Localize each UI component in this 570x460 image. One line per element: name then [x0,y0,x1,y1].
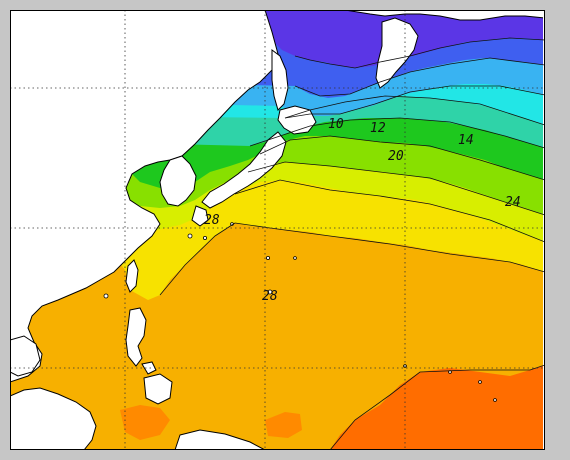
graticule [10,10,545,450]
contour-label-24: 24 [505,195,521,210]
philippines-luzon [125,307,147,367]
philippines-visayas [141,361,157,375]
sakhalin-island [271,49,289,111]
kamchatka-landmass [375,17,419,89]
sst-pocket-28-west [120,405,170,440]
taiwan-island [125,259,139,293]
korea-peninsula [159,155,197,207]
contour-label-12: 12 [370,121,386,136]
new-guinea-landmass [174,429,266,450]
contour-label-28-west: 28 [204,213,220,228]
asia-mainland [10,10,279,383]
map-border [10,10,545,450]
borneo-landmass [10,387,97,450]
contour-label-28-central: 28 [262,289,278,304]
arctic-landmass [344,10,545,21]
contour-label-14: 14 [458,133,474,148]
map-canvas: 10 12 14 20 24 28 28 [10,10,545,450]
kyushu-island [191,205,209,227]
sea-surface-temperature-map: 10 12 14 20 24 28 28 [10,10,545,450]
philippines-mindanao [143,373,173,405]
contour-lines [159,37,545,450]
contour-label-10: 10 [328,117,344,132]
honshu-island [201,131,287,209]
contour-label-20: 20 [388,149,404,164]
small-islands [103,222,497,402]
vietnam-coast [10,335,41,377]
sst-pocket-28-central [265,412,302,438]
